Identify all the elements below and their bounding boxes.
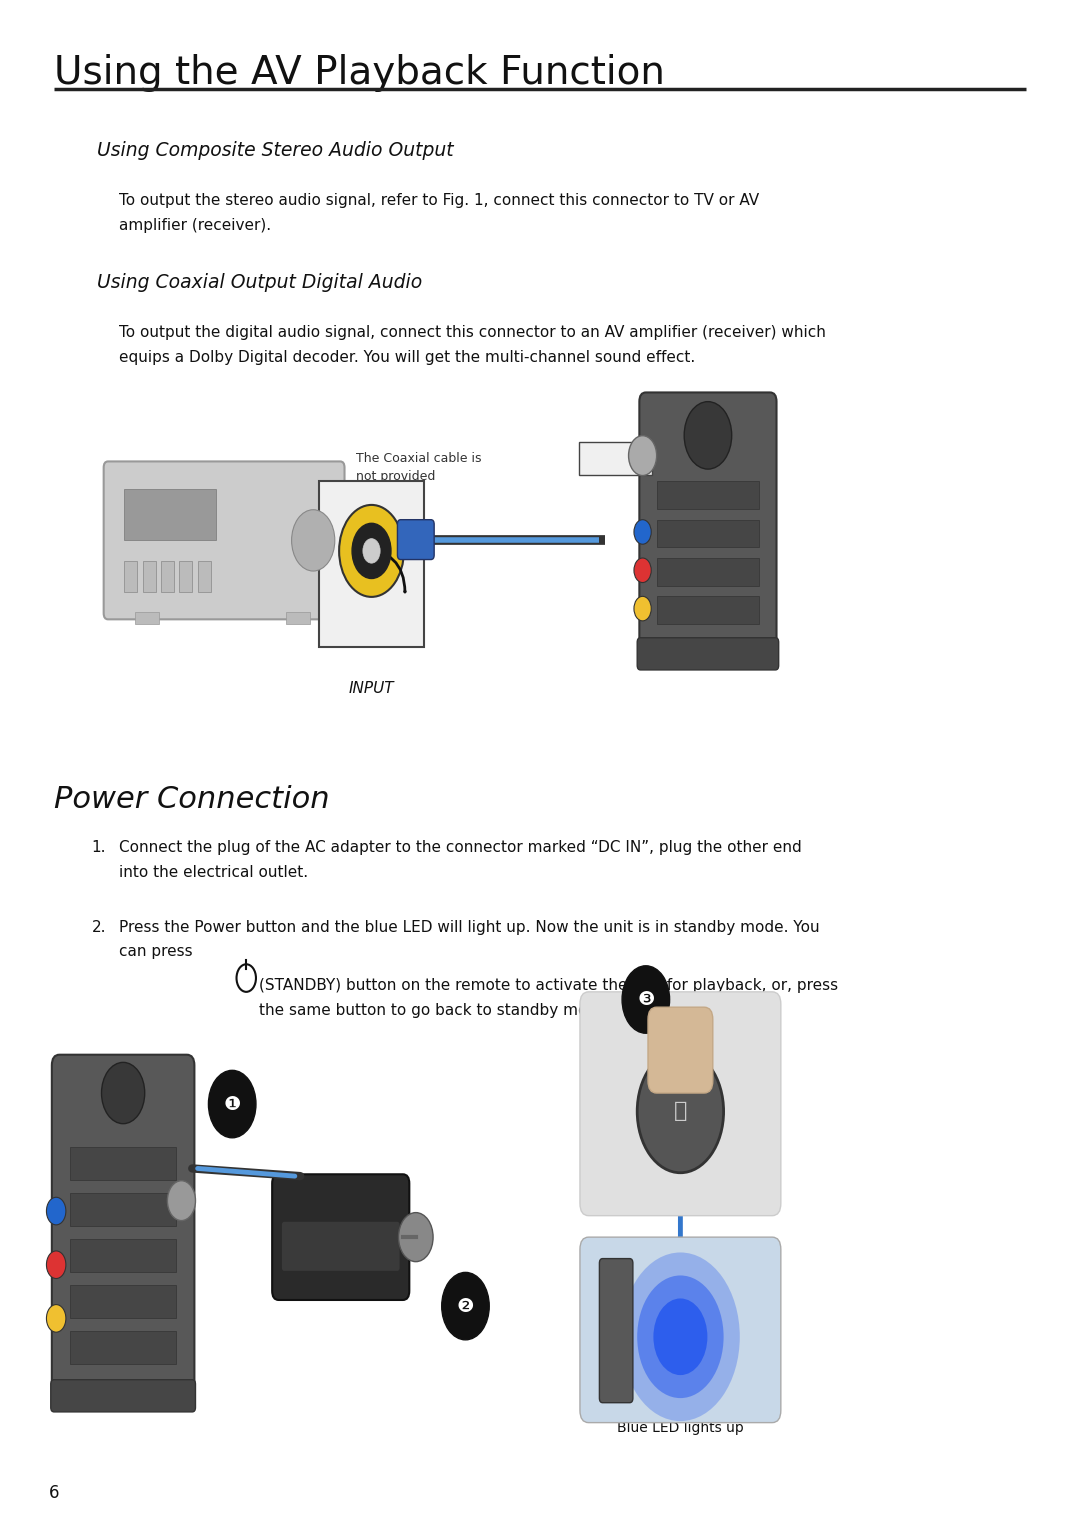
Circle shape xyxy=(653,1298,707,1375)
Circle shape xyxy=(634,558,651,583)
FancyBboxPatch shape xyxy=(579,442,652,475)
FancyBboxPatch shape xyxy=(599,1259,633,1403)
FancyBboxPatch shape xyxy=(319,481,424,647)
FancyBboxPatch shape xyxy=(657,558,759,586)
FancyBboxPatch shape xyxy=(124,561,137,592)
Text: To output the stereo audio signal, refer to Fig. 1, connect this connector to TV: To output the stereo audio signal, refer… xyxy=(119,193,759,233)
Circle shape xyxy=(629,435,657,475)
FancyBboxPatch shape xyxy=(272,1174,409,1300)
Circle shape xyxy=(634,596,651,621)
FancyBboxPatch shape xyxy=(580,992,781,1216)
Text: 6: 6 xyxy=(49,1484,59,1502)
FancyArrowPatch shape xyxy=(360,547,405,592)
FancyBboxPatch shape xyxy=(648,1007,713,1093)
FancyBboxPatch shape xyxy=(52,1055,194,1398)
FancyBboxPatch shape xyxy=(657,596,759,624)
FancyBboxPatch shape xyxy=(580,1237,781,1423)
FancyBboxPatch shape xyxy=(70,1147,176,1180)
Circle shape xyxy=(442,1272,489,1340)
Circle shape xyxy=(292,510,335,572)
Text: The Coaxial cable is
not provided: The Coaxial cable is not provided xyxy=(356,452,482,483)
Text: INPUT: INPUT xyxy=(349,681,394,696)
FancyBboxPatch shape xyxy=(104,461,345,619)
Circle shape xyxy=(167,1180,195,1220)
FancyBboxPatch shape xyxy=(161,561,174,592)
Circle shape xyxy=(352,523,391,578)
FancyBboxPatch shape xyxy=(70,1239,176,1272)
Circle shape xyxy=(339,504,404,596)
FancyBboxPatch shape xyxy=(286,612,310,624)
Circle shape xyxy=(46,1251,66,1279)
FancyBboxPatch shape xyxy=(198,561,211,592)
Text: Press the Power button and the blue LED will light up. Now the unit is in standb: Press the Power button and the blue LED … xyxy=(119,920,820,960)
Circle shape xyxy=(46,1197,66,1225)
Circle shape xyxy=(208,1070,256,1137)
Text: COAXIAL: COAXIAL xyxy=(353,619,390,629)
Text: 2.: 2. xyxy=(92,920,106,935)
FancyBboxPatch shape xyxy=(657,481,759,509)
FancyBboxPatch shape xyxy=(70,1193,176,1226)
FancyBboxPatch shape xyxy=(70,1331,176,1364)
FancyBboxPatch shape xyxy=(135,612,159,624)
FancyBboxPatch shape xyxy=(143,561,156,592)
FancyBboxPatch shape xyxy=(657,520,759,547)
Circle shape xyxy=(637,1275,724,1398)
Text: Using the AV Playback Function: Using the AV Playback Function xyxy=(54,54,665,92)
Text: Using Composite Stereo Audio Output: Using Composite Stereo Audio Output xyxy=(97,141,454,159)
FancyBboxPatch shape xyxy=(639,392,777,656)
FancyBboxPatch shape xyxy=(179,561,192,592)
Circle shape xyxy=(634,520,651,544)
FancyBboxPatch shape xyxy=(51,1380,195,1412)
Text: To output the digital audio signal, connect this connector to an AV amplifier (r: To output the digital audio signal, conn… xyxy=(119,325,826,365)
FancyBboxPatch shape xyxy=(397,520,434,560)
Circle shape xyxy=(621,1252,740,1421)
Text: COAXIAL: COAXIAL xyxy=(597,454,634,463)
Text: Using Coaxial Output Digital Audio: Using Coaxial Output Digital Audio xyxy=(97,273,422,291)
Text: Blue LED lights up: Blue LED lights up xyxy=(617,1421,744,1435)
Text: (STANDBY) button on the remote to activate the unit for playback, or, press
the : (STANDBY) button on the remote to activa… xyxy=(259,978,838,1018)
FancyBboxPatch shape xyxy=(637,638,779,670)
Circle shape xyxy=(102,1062,145,1124)
Text: 1.: 1. xyxy=(92,840,106,855)
Text: ❷: ❷ xyxy=(457,1297,474,1315)
Circle shape xyxy=(685,402,732,469)
Text: ❸: ❸ xyxy=(637,990,654,1009)
Circle shape xyxy=(363,538,380,563)
Text: ⏻: ⏻ xyxy=(674,1101,687,1122)
Circle shape xyxy=(46,1305,66,1332)
FancyBboxPatch shape xyxy=(124,489,216,540)
Circle shape xyxy=(399,1213,433,1262)
Text: ❶: ❶ xyxy=(224,1095,241,1113)
FancyBboxPatch shape xyxy=(70,1285,176,1318)
Text: Power Connection: Power Connection xyxy=(54,785,329,814)
Circle shape xyxy=(622,966,670,1033)
Circle shape xyxy=(637,1050,724,1173)
Text: Connect the plug of the AC adapter to the connector marked “DC IN”, plug the oth: Connect the plug of the AC adapter to th… xyxy=(119,840,801,880)
FancyBboxPatch shape xyxy=(282,1222,400,1271)
